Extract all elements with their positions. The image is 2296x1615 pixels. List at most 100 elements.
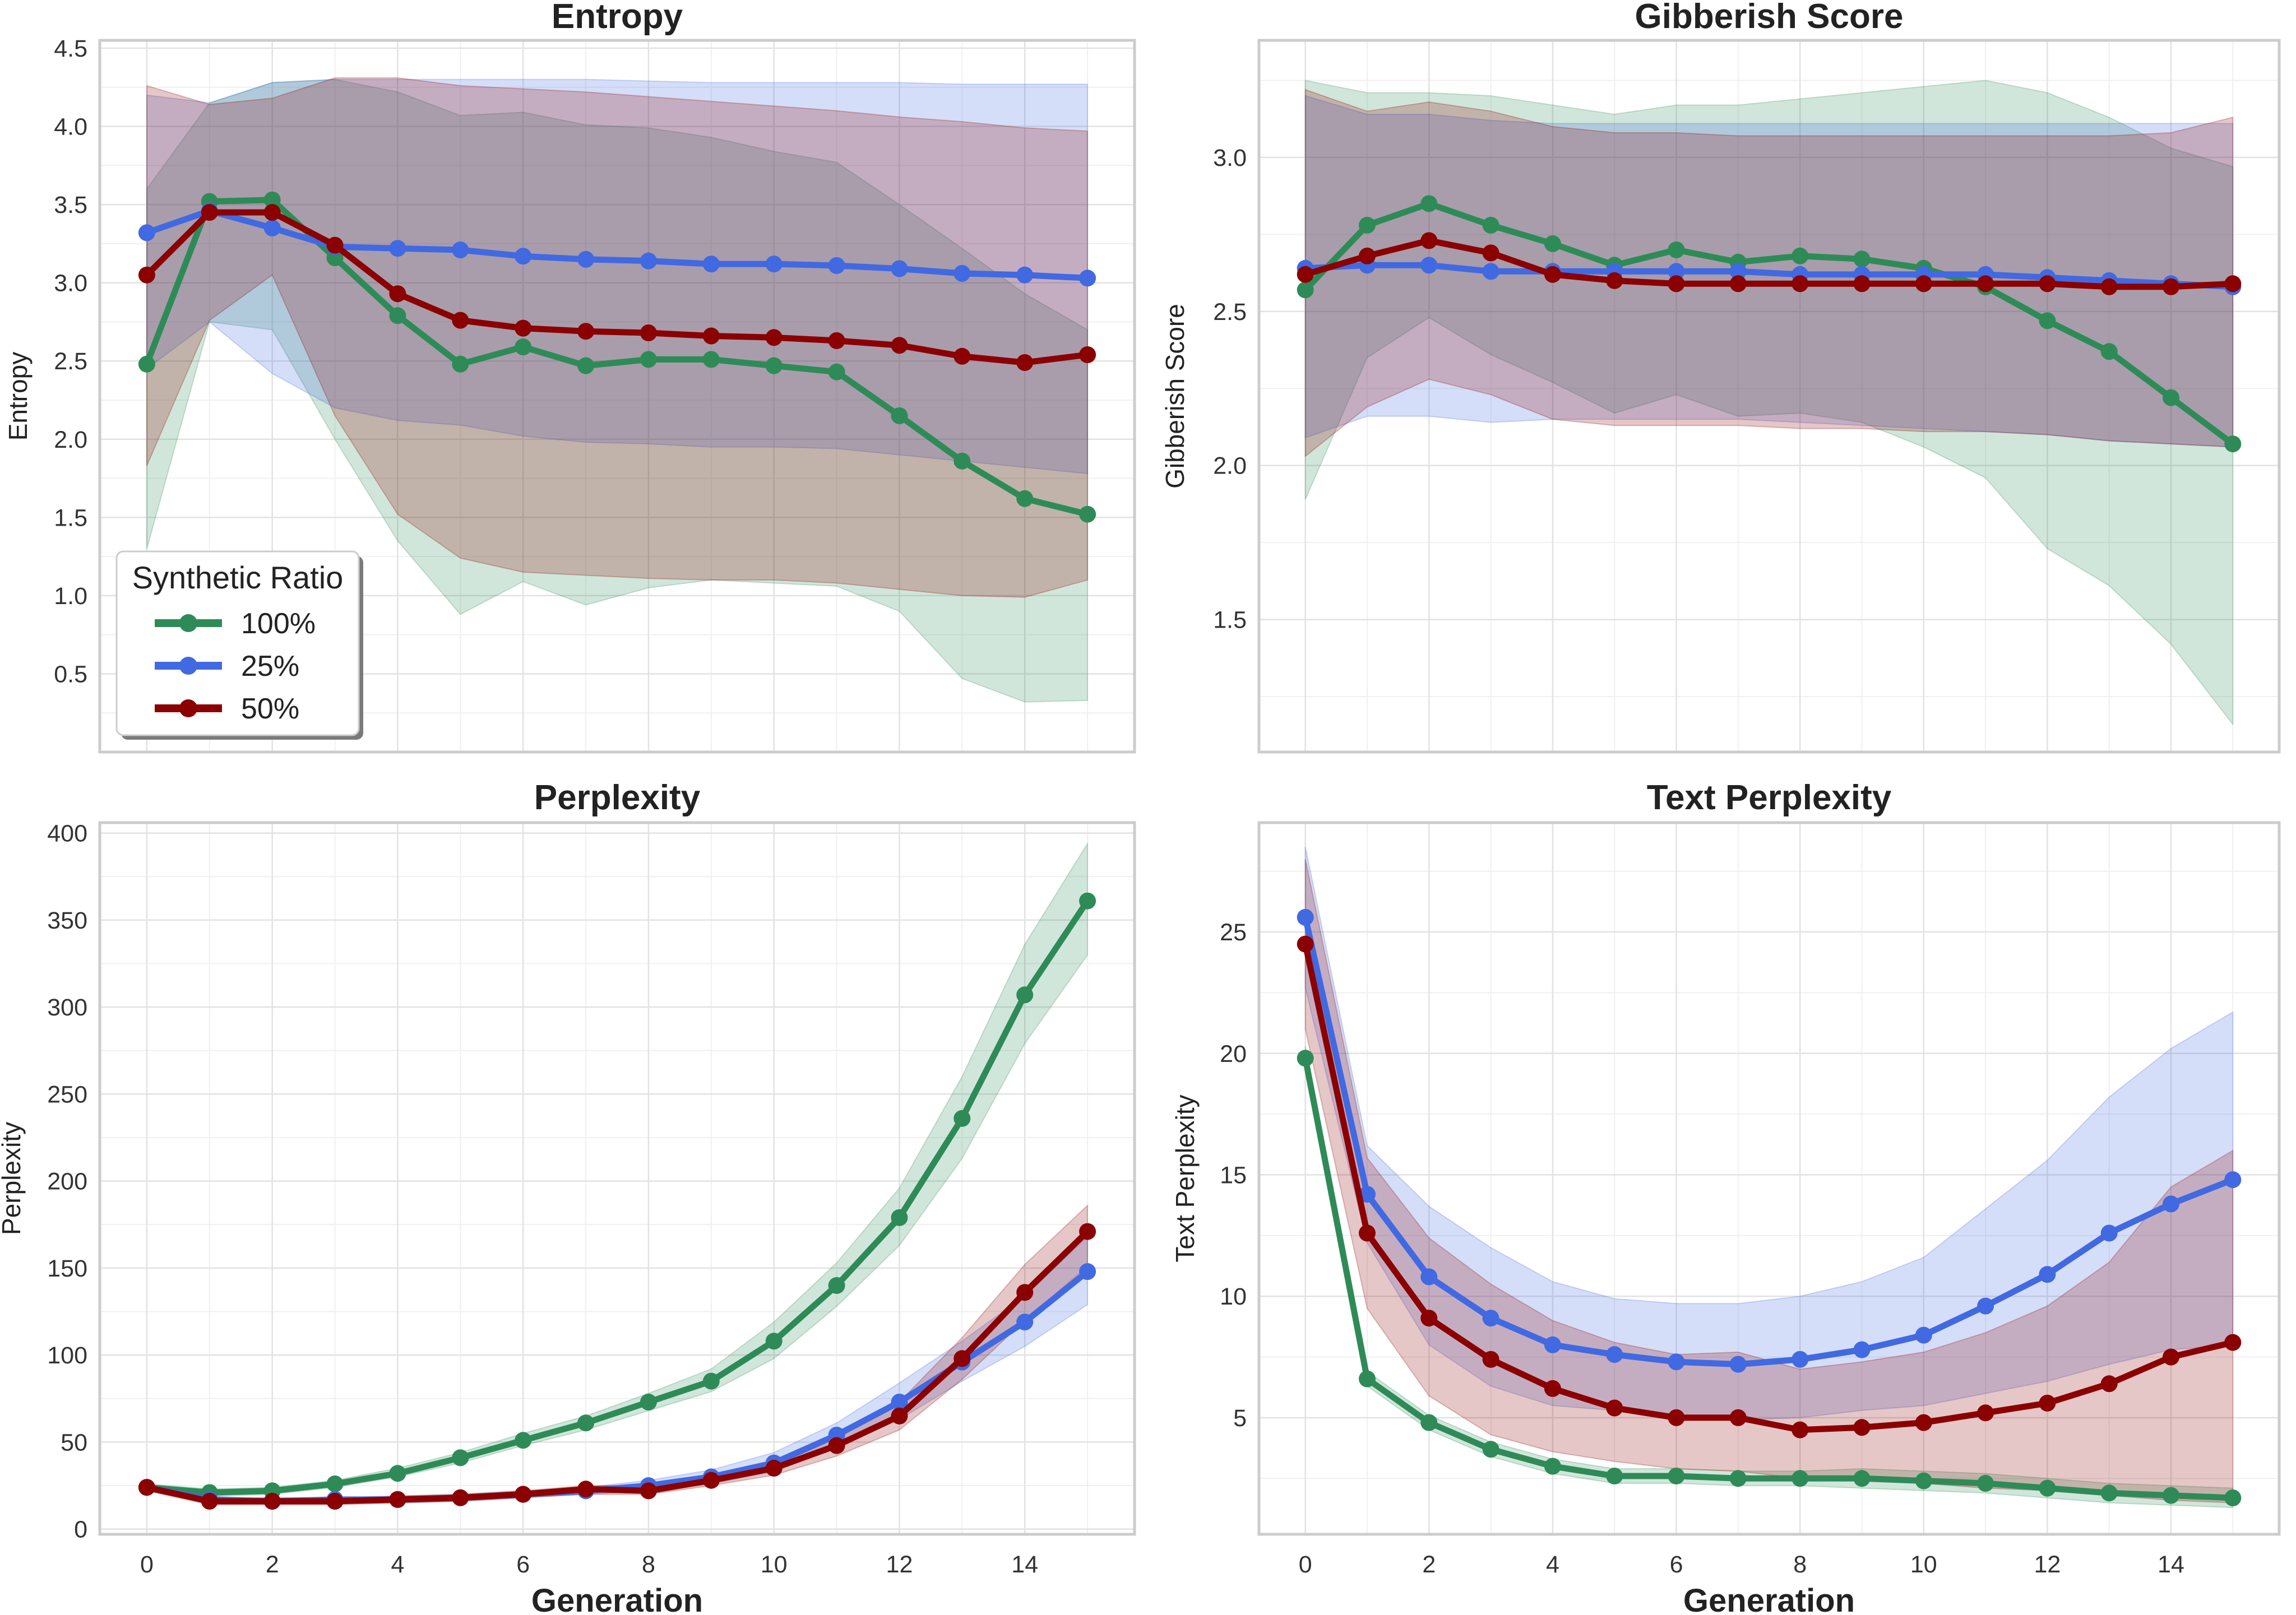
point-gibberish-series-2 xyxy=(2039,275,2056,293)
legend-box xyxy=(115,550,360,736)
point-entropy-series-0 xyxy=(452,355,469,373)
point-text_perplexity-series-0 xyxy=(1420,1414,1438,1431)
point-entropy-series-0 xyxy=(953,452,971,470)
major-grid-perplexity xyxy=(100,823,1135,1534)
point-entropy-series-0 xyxy=(1016,490,1034,507)
bands-text_perplexity xyxy=(1304,847,2234,1509)
point-gibberish-series-0 xyxy=(1359,216,1376,234)
point-gibberish-series-0 xyxy=(2039,312,2056,330)
ytick-label-entropy: 3.0 xyxy=(54,270,87,297)
point-perplexity-series-0 xyxy=(765,1333,783,1350)
point-text_perplexity-series-1 xyxy=(1668,1353,1685,1371)
point-gibberish-series-0 xyxy=(1668,241,1685,258)
ytick-label-entropy: 1.5 xyxy=(54,504,87,531)
point-perplexity-series-0 xyxy=(953,1110,971,1127)
legend: Synthetic Ratio 100% 25% 50% xyxy=(115,550,363,740)
ytick-label-perplexity: 50 xyxy=(61,1429,87,1456)
point-entropy-series-0 xyxy=(138,355,155,373)
point-text_perplexity-series-2 xyxy=(1792,1421,1809,1438)
point-entropy-series-1 xyxy=(765,256,783,273)
point-text_perplexity-series-2 xyxy=(1420,1310,1438,1327)
point-text_perplexity-series-0 xyxy=(1359,1370,1376,1387)
xtick-label-text_perplexity: 6 xyxy=(1670,1551,1683,1578)
point-entropy-series-0 xyxy=(765,357,783,374)
point-text_perplexity-series-1 xyxy=(1977,1297,1994,1315)
point-entropy-series-1 xyxy=(891,260,908,277)
point-gibberish-series-2 xyxy=(2100,278,2118,295)
point-text_perplexity-series-2 xyxy=(1668,1409,1685,1426)
legend-label-50: 50% xyxy=(241,693,299,725)
point-entropy-series-2 xyxy=(515,319,532,337)
point-entropy-series-0 xyxy=(263,191,281,208)
ytick-label-perplexity: 250 xyxy=(47,1081,87,1108)
band-entropy-series-0 xyxy=(146,78,1089,703)
ytick-label-entropy: 4.0 xyxy=(54,114,87,141)
xlabel-perplexity: Generation xyxy=(531,1582,703,1615)
point-entropy-series-1 xyxy=(515,248,532,265)
point-gibberish-series-2 xyxy=(1420,232,1438,249)
point-entropy-series-0 xyxy=(515,338,532,356)
point-entropy-series-2 xyxy=(1016,354,1034,371)
point-text_perplexity-series-0 xyxy=(1977,1475,1994,1492)
xlabel-text_perplexity: Generation xyxy=(1683,1582,1855,1615)
point-text_perplexity-series-2 xyxy=(1977,1404,1994,1422)
point-gibberish-series-2 xyxy=(1853,275,1871,293)
point-gibberish-series-2 xyxy=(1482,244,1499,262)
panel-title-text_perplexity: Text Perplexity xyxy=(1647,778,1892,817)
point-perplexity-series-2 xyxy=(953,1350,971,1367)
point-text_perplexity-series-0 xyxy=(1606,1468,1623,1484)
point-entropy-series-0 xyxy=(891,407,908,424)
point-perplexity-series-2 xyxy=(702,1472,720,1489)
xtick-label-text_perplexity: 4 xyxy=(1546,1551,1559,1578)
point-entropy-series-2 xyxy=(201,204,218,221)
band-entropy-series-1 xyxy=(146,78,1089,475)
point-entropy-series-1 xyxy=(263,219,281,236)
point-text_perplexity-series-0 xyxy=(1853,1470,1871,1487)
line-entropy-series-1 xyxy=(144,207,1091,281)
point-perplexity-series-0 xyxy=(828,1277,845,1294)
point-gibberish-series-2 xyxy=(1668,275,1685,293)
legend-title: Synthetic Ratio xyxy=(132,560,344,595)
point-entropy-series-2 xyxy=(452,312,469,329)
point-gibberish-series-0 xyxy=(1420,195,1438,212)
ylabel-perplexity: Perplexity xyxy=(0,1122,26,1235)
point-text_perplexity-series-2 xyxy=(1606,1399,1623,1417)
point-perplexity-series-2 xyxy=(1079,1223,1096,1240)
line-gibberish-series-0 xyxy=(1302,200,2236,447)
ytick-label-entropy: 2.0 xyxy=(54,426,87,453)
point-entropy-series-0 xyxy=(389,307,406,324)
ytick-label-perplexity: 150 xyxy=(47,1255,87,1282)
point-gibberish-series-1 xyxy=(1482,263,1499,280)
point-entropy-series-1 xyxy=(1016,266,1034,284)
point-text_perplexity-series-1 xyxy=(1853,1341,1871,1358)
point-text_perplexity-series-1 xyxy=(1359,1186,1376,1203)
point-gibberish-series-2 xyxy=(1729,275,1747,293)
point-gibberish-series-0 xyxy=(2224,435,2242,453)
point-perplexity-series-2 xyxy=(515,1486,532,1503)
point-entropy-series-2 xyxy=(138,266,155,284)
xtick-label-text_perplexity: 12 xyxy=(2034,1551,2061,1578)
point-entropy-series-1 xyxy=(452,242,469,258)
point-gibberish-series-1 xyxy=(1668,263,1685,280)
point-perplexity-series-2 xyxy=(765,1460,783,1477)
ytick-label-gibberish: 2.5 xyxy=(1213,299,1247,326)
point-text_perplexity-series-0 xyxy=(2163,1487,2179,1504)
point-perplexity-series-0 xyxy=(891,1209,908,1226)
plot-frame-entropy xyxy=(98,39,1136,754)
ytick-label-text_perplexity: 10 xyxy=(1220,1283,1247,1310)
xtick-label-perplexity: 14 xyxy=(1011,1551,1038,1578)
xtick-label-perplexity: 12 xyxy=(886,1551,913,1578)
point-text_perplexity-series-1 xyxy=(1915,1326,1932,1344)
bands-entropy xyxy=(146,77,1089,703)
point-entropy-series-1 xyxy=(389,240,406,257)
ytick-label-gibberish: 2.0 xyxy=(1213,453,1247,480)
legend-label-25: 25% xyxy=(241,650,299,683)
point-entropy-series-0 xyxy=(1079,505,1096,523)
point-perplexity-series-1 xyxy=(1016,1314,1034,1331)
legend-marker-100 xyxy=(179,614,197,632)
xtick-label-perplexity: 0 xyxy=(140,1551,154,1578)
point-perplexity-series-2 xyxy=(577,1481,595,1498)
point-text_perplexity-series-1 xyxy=(1729,1356,1747,1373)
point-entropy-series-2 xyxy=(1079,346,1096,363)
xtick-label-perplexity: 4 xyxy=(391,1551,404,1578)
